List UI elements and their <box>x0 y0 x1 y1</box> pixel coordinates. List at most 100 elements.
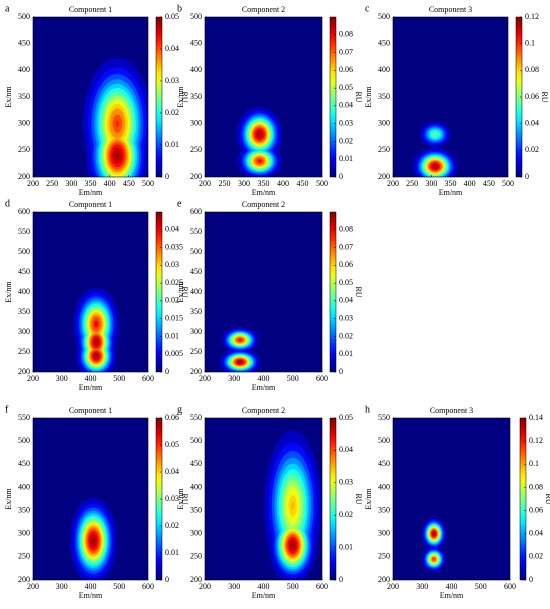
y-tick-label: 200 <box>18 367 30 376</box>
y-tick-label: 200 <box>18 575 30 584</box>
colorbar <box>519 417 527 581</box>
y-tick-label: 550 <box>18 227 30 236</box>
colorbar-tick-label: 0.015 <box>165 313 183 322</box>
x-tick-label: 400 <box>258 374 270 383</box>
x-tick-label: 500 <box>502 179 514 188</box>
colorbar-tick-label: 0.01 <box>165 140 179 149</box>
x-tick-label: 200 <box>387 179 399 188</box>
colorbar-tick-label: 0.03 <box>165 76 179 85</box>
panel: 200 300 400 500 600 200 250 300 350 400 450 500 550 E… <box>4 404 189 600</box>
colorbar-tick-label: 0.02 <box>339 136 353 145</box>
colorbar-label: RU <box>540 91 549 102</box>
y-tick-label: 450 <box>18 38 30 47</box>
panel: 200 300 400 500 600 200 250 300 350 400 450 500 550 E… <box>176 404 363 600</box>
colorbar-tick-label: 0.04 <box>525 118 539 127</box>
panel: 200 250 300 350 400 450 500 200 250 300 350 400 450 5… <box>176 3 363 197</box>
panel: 200 250 300 350 400 450 500 200 250 300 350 400 450 5… <box>364 3 549 197</box>
colorbar-tick-label: 0 <box>165 575 169 584</box>
x-tick-label: 400 <box>85 582 97 591</box>
contour-level <box>95 340 98 344</box>
colorbar-tick-label: 0 <box>339 172 343 181</box>
y-tick-label: 300 <box>18 327 30 336</box>
contour-level <box>434 165 437 168</box>
colorbar-tick-label: 0.025 <box>165 278 183 287</box>
x-tick-label: 300 <box>238 179 250 188</box>
colorbar-tick-label: 0.14 <box>529 413 543 422</box>
y-tick-label: 400 <box>378 65 390 74</box>
colorbar-tick-label: 0.03 <box>165 494 179 503</box>
colorbar-tick-label: 0.07 <box>339 242 353 251</box>
colorbar-tick-label: 0 <box>525 172 529 181</box>
contour-level <box>95 354 98 358</box>
y-tick-label: 200 <box>190 367 202 376</box>
colorbar-tick-label: 0 <box>165 367 169 376</box>
panel: 200 300 400 500 600 200 250 300 350 400 450 500 550 6… <box>4 198 189 392</box>
contour-level <box>115 153 119 159</box>
contour-level <box>434 133 437 136</box>
colorbar-tick-label: 0.04 <box>339 296 353 305</box>
panel-letter: e <box>177 198 182 209</box>
x-axis-label: Em/nm <box>252 383 276 392</box>
y-tick-label: 450 <box>18 267 30 276</box>
x-tick-label: 500 <box>113 374 125 383</box>
x-tick-label: 500 <box>113 582 125 591</box>
panel: 200 300 400 500 600 200 250 300 350 400 450 500 550 6… <box>176 198 363 392</box>
colorbar-tick-label: 0 <box>339 367 343 376</box>
y-tick-label: 300 <box>190 327 202 336</box>
contour-level <box>291 543 294 548</box>
x-tick-label: 400 <box>258 582 270 591</box>
contours <box>236 107 283 177</box>
x-tick-label: 350 <box>85 179 97 188</box>
y-tick-label: 200 <box>190 575 202 584</box>
y-tick-label: 250 <box>18 552 30 561</box>
x-tick-label: 500 <box>142 179 154 188</box>
y-tick-label: 300 <box>378 529 390 538</box>
colorbar-tick-label: 0.02 <box>339 331 353 340</box>
x-tick-label: 350 <box>445 179 457 188</box>
colorbar-tick-label: 0.04 <box>165 44 179 53</box>
y-tick-label: 400 <box>190 482 202 491</box>
colorbar-tick-label: 0.06 <box>529 505 543 514</box>
colorbar-label: RU <box>180 286 189 297</box>
y-tick-label: 400 <box>18 287 30 296</box>
y-axis-label: Ex/nm <box>176 488 185 510</box>
contour-level <box>115 120 120 128</box>
y-tick-label: 200 <box>190 172 202 181</box>
x-tick-label: 300 <box>65 179 77 188</box>
panel: 200 300 400 500 600 200 250 300 350 400 450 500 550 E… <box>364 404 550 600</box>
chart-title: Component 2 <box>242 406 285 415</box>
colorbar-tick-label: 0.08 <box>339 30 353 39</box>
contours <box>421 517 447 572</box>
colorbar-tick-label: 0.01 <box>165 548 179 557</box>
x-tick-label: 450 <box>123 179 135 188</box>
x-tick-label: 600 <box>142 582 154 591</box>
contour-level <box>239 361 242 363</box>
y-tick-label: 250 <box>190 145 202 154</box>
panel-letter: h <box>365 404 370 415</box>
y-tick-label: 400 <box>18 65 30 74</box>
y-tick-label: 500 <box>378 12 390 21</box>
x-axis-label: Em/nm <box>79 591 103 600</box>
y-tick-label: 550 <box>190 227 202 236</box>
y-tick-label: 500 <box>18 436 30 445</box>
y-tick-label: 250 <box>18 145 30 154</box>
x-tick-label: 400 <box>85 374 97 383</box>
y-tick-label: 250 <box>378 145 390 154</box>
colorbar-tick-label: 0.02 <box>165 521 179 530</box>
contours <box>73 287 120 372</box>
x-tick-label: 500 <box>287 374 299 383</box>
y-tick-label: 200 <box>378 172 390 181</box>
colorbar-tick-label: 0.08 <box>529 482 543 491</box>
contours <box>264 430 322 580</box>
contours <box>412 121 458 177</box>
y-tick-label: 350 <box>18 92 30 101</box>
y-tick-label: 500 <box>18 12 30 21</box>
x-tick-label: 500 <box>287 582 299 591</box>
y-axis-label: Ex/nm <box>176 86 185 108</box>
y-axis-label: Ex/nm <box>364 488 373 510</box>
x-tick-label: 300 <box>425 179 437 188</box>
colorbar-tick-label: 0.04 <box>339 101 353 110</box>
colorbar-tick-label: 0.05 <box>165 12 179 21</box>
y-tick-label: 200 <box>18 172 30 181</box>
colorbar-tick-label: 0.04 <box>339 445 353 454</box>
